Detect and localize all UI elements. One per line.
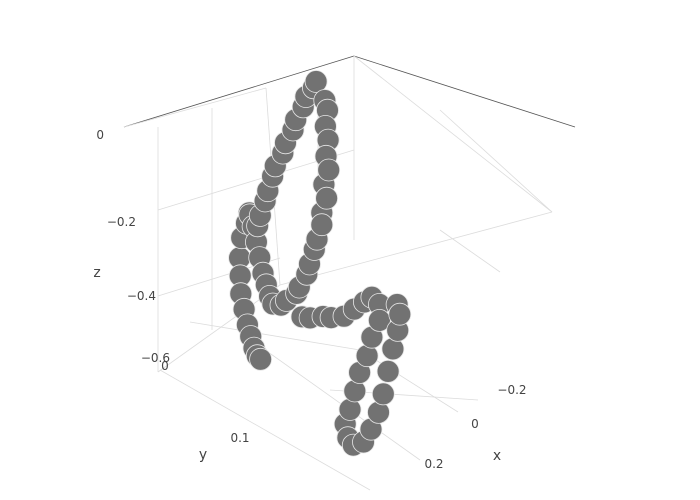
markers [228, 70, 412, 457]
z-axis-title: z [93, 265, 100, 281]
data-point[interactable] [376, 359, 400, 383]
z-tick-2: −0.4 [127, 289, 156, 303]
data-point[interactable] [388, 302, 412, 326]
y-tick-0: 0 [161, 359, 169, 373]
data-point[interactable] [304, 70, 328, 93]
z-tick-0: 0 [96, 128, 104, 142]
grid-z-back-1 [123, 87, 267, 128]
data-point[interactable] [310, 213, 334, 237]
y-axis-title: y [199, 447, 207, 463]
x-ticks: −0.2 0 0.2 [424, 383, 526, 471]
data-point[interactable] [315, 186, 339, 210]
data-point[interactable] [317, 158, 341, 182]
grid-right-1 [353, 55, 553, 213]
floor-edge-right [279, 211, 553, 286]
scene-box [123, 55, 576, 373]
x-tick-1: 0 [471, 417, 479, 431]
grid-floor-y-1 [189, 321, 361, 351]
x-tick-0: −0.2 [497, 383, 526, 397]
z-tick-3: −0.6 [141, 351, 170, 365]
z-ticks: 0 −0.2 −0.4 −0.6 [96, 128, 170, 365]
grid-right-2 [439, 229, 501, 273]
y-ticks: 0 0.1 [161, 359, 249, 445]
data-point[interactable] [249, 347, 273, 371]
z-tick-1: −0.2 [107, 215, 136, 229]
back-edge-left [123, 55, 355, 128]
x-tick-2: 0.2 [424, 457, 443, 471]
y-tick-1: 0.1 [230, 431, 249, 445]
x-axis-title: x [493, 448, 501, 464]
gridlines [123, 55, 553, 491]
back-edge-right [353, 55, 576, 128]
grid-back-right [439, 109, 553, 213]
data-point[interactable] [371, 382, 395, 406]
grid-floor-y-2 [159, 369, 371, 491]
